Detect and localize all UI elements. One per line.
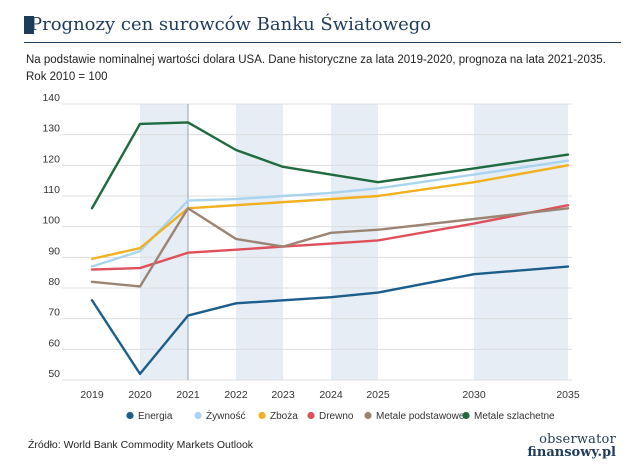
legend-marker (462, 411, 470, 420)
legend-marker (307, 411, 315, 420)
legend-marker (258, 411, 266, 420)
series-line-0 (90, 265, 570, 376)
x-axis: 2019 2020 2021 2022 2023 2024 2025 2030 2035 (80, 389, 580, 401)
y-tick-label: 120 (42, 153, 60, 165)
y-tick-label: 70 (48, 307, 60, 319)
legend: Energia Żywność Zboża Drewno Metale podstawo… (126, 409, 555, 422)
x-tick-label: 2022 (224, 389, 248, 401)
subtitle-line-1: Na podstawie nominalnej wartości dolara … (26, 54, 606, 66)
legend-label: Zboża (270, 411, 298, 422)
series-lines (90, 121, 570, 376)
shade-band-3 (474, 104, 568, 380)
legend-label: Metale szlachetne (474, 411, 555, 422)
legend-label: Żywność (206, 409, 245, 422)
series-line-4 (90, 207, 570, 288)
x-tick-label: 2020 (128, 389, 152, 401)
x-tick-label: 2021 (176, 389, 200, 401)
legend-marker (364, 411, 372, 420)
chart-title: Prognozy cen surowców Banku Światowego (30, 14, 432, 35)
logo-word-bottom: finansowy.pl (527, 445, 616, 460)
source-note: Źródło: World Bank Commodity Markets Out… (28, 439, 254, 451)
legend-label: Energia (138, 411, 173, 422)
y-tick-label: 90 (48, 245, 60, 257)
chart-subtitle: Na podstawie nominalnej wartości dolara … (26, 52, 606, 86)
gridlines (62, 103, 572, 381)
y-tick-label: 130 (42, 123, 60, 135)
logo-word-top: obserwator (539, 432, 616, 447)
x-tick-label: 2035 (556, 389, 580, 401)
x-tick-label: 2023 (271, 389, 295, 401)
legend-label: Drewno (319, 411, 354, 422)
title-bar: Prognozy cen surowców Banku Światowego (24, 12, 621, 43)
y-tick-label: 140 (42, 92, 60, 104)
x-tick-label: 2024 (319, 389, 343, 401)
subtitle-line-2: Rok 2010 = 100 (26, 71, 108, 83)
legend-label: Metale podstawowe (376, 411, 465, 422)
brand-logo[interactable]: obserwator finansowy.pl (520, 432, 616, 460)
y-axis: 50 60 70 80 90 100 110 120 130 140 (42, 92, 60, 380)
legend-marker (126, 411, 134, 420)
series-line-2 (90, 164, 570, 261)
title-marker (24, 16, 34, 34)
legend-marker (194, 411, 202, 420)
y-tick-label: 110 (43, 184, 60, 196)
y-tick-label: 100 (42, 215, 60, 227)
series-line-5 (90, 121, 570, 210)
y-tick-label: 50 (48, 368, 60, 380)
y-tick-label: 60 (48, 337, 60, 349)
x-tick-label: 2025 (366, 389, 390, 401)
y-tick-label: 80 (48, 276, 60, 288)
x-tick-label: 2019 (80, 389, 104, 401)
x-tick-label: 2030 (462, 389, 486, 401)
